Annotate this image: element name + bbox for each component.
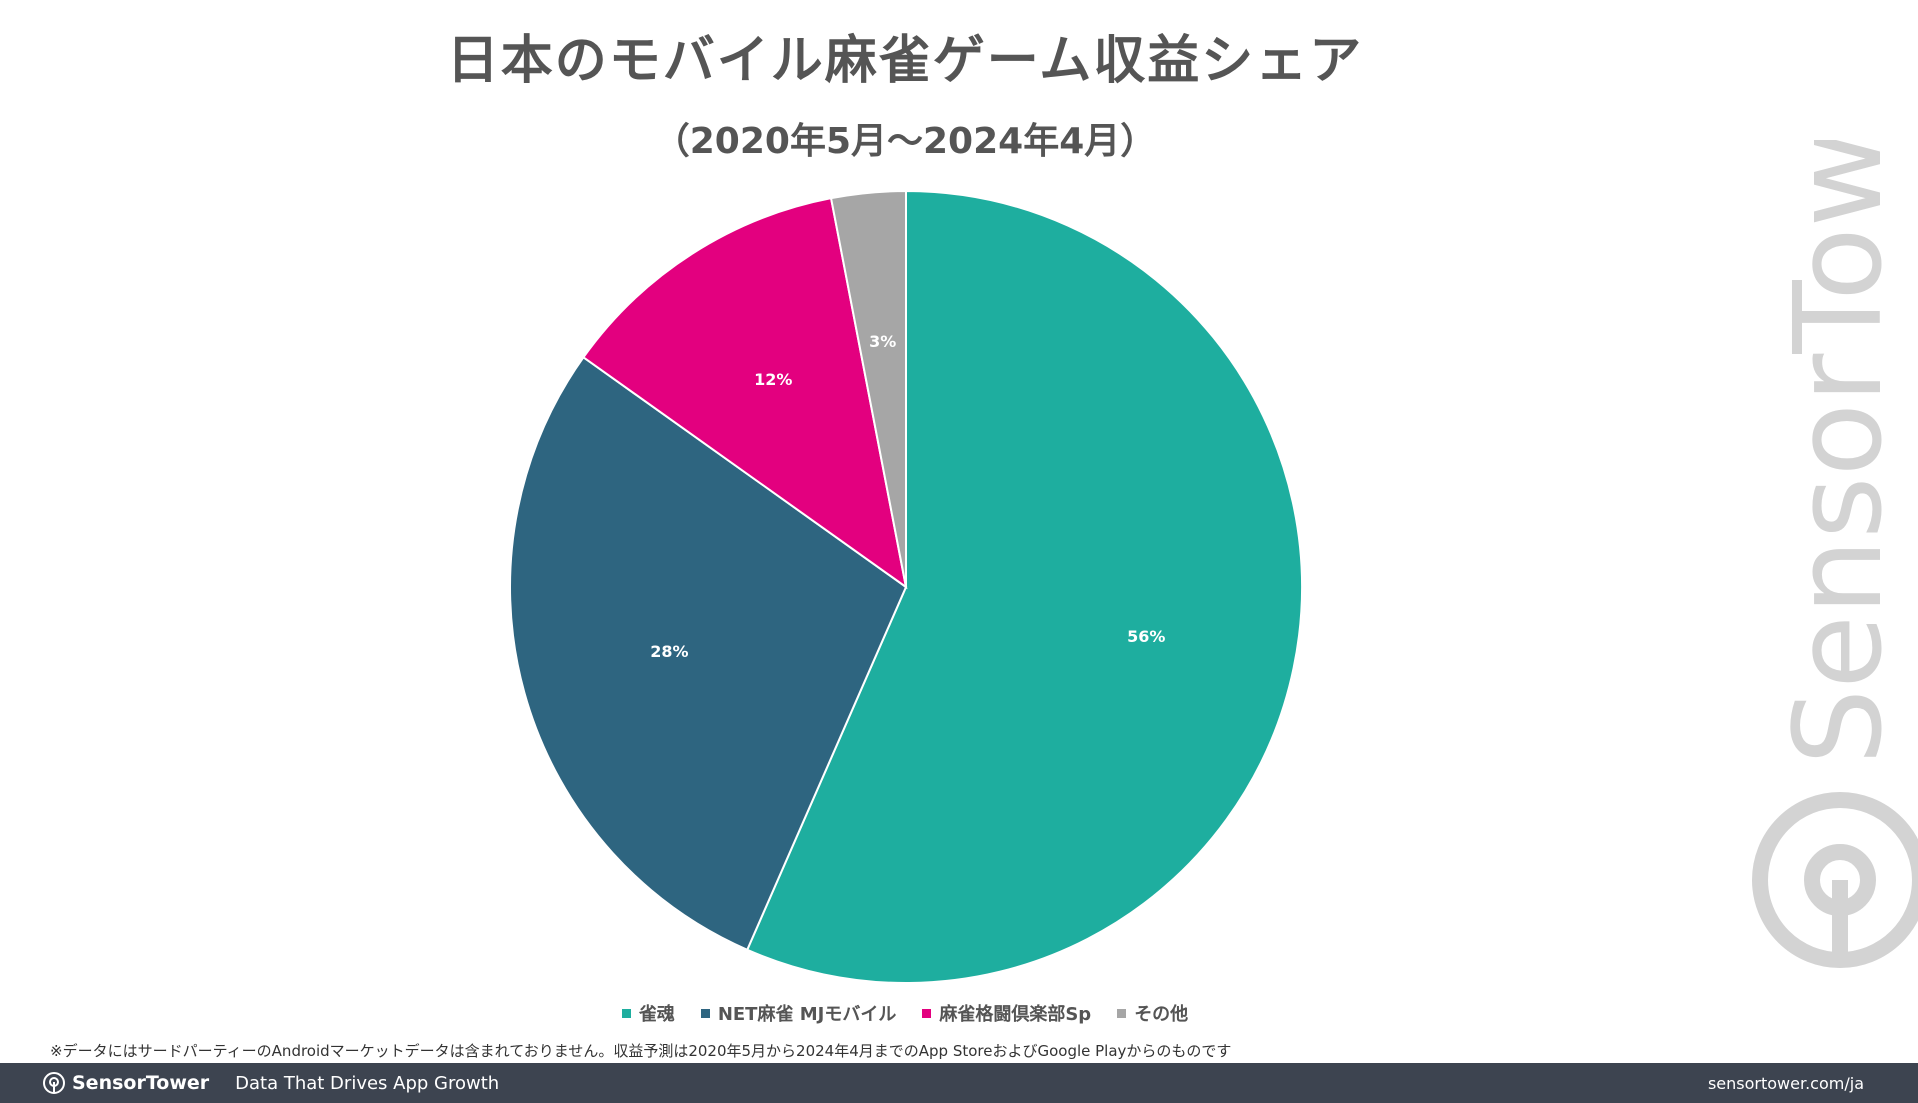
footer-logo[interactable]: SensorTower — [42, 1071, 209, 1095]
footer-url[interactable]: sensortower.com/ja — [1707, 1073, 1864, 1093]
slice-label-1: 28% — [650, 642, 688, 661]
pie-slices — [509, 189, 1303, 984]
legend-item-0: 雀魂 — [621, 1000, 675, 1026]
pie-slice-3 — [829, 189, 907, 588]
legend-label-2: 麻雀格闘倶楽部Sp — [939, 1004, 1092, 1025]
pie-slice-2 — [582, 196, 908, 590]
legend-item-2: 麻雀格闘倶楽部Sp — [922, 1000, 1091, 1026]
legend-label-3: その他 — [1134, 1004, 1189, 1025]
pie-slice-1 — [509, 355, 908, 952]
sensortower-watermark: SensorTower — [1752, 140, 1918, 968]
legend-swatch-2 — [922, 1008, 932, 1018]
chart-subtitle: （2020年5月〜2024年4月） — [653, 121, 1157, 162]
chart-title: 日本のモバイル麻雀ゲーム収益シェア — [446, 31, 1364, 91]
legend-swatch-0 — [621, 1008, 631, 1018]
legend-item-3: その他 — [1117, 1000, 1188, 1026]
watermark-logo-icon — [1752, 792, 1918, 968]
legend-swatch-3 — [1117, 1008, 1127, 1018]
footnote: ※データにはサードパーティーのAndroidマーケットデータは含まれておりません… — [50, 1042, 1232, 1060]
pie-labels: 56% 28% 12% 3% — [650, 332, 1165, 661]
footer-tagline: Data That Drives App Growth — [235, 1072, 500, 1094]
sensortower-logo-icon — [43, 1072, 65, 1094]
legend-label-0: 雀魂 — [638, 1004, 675, 1025]
footer-brand: SensorTower — [72, 1072, 210, 1094]
watermark-text: SensorTower — [1770, 140, 1909, 765]
legend-item-1: NET麻雀 MJモバイル — [700, 1000, 897, 1026]
slice-label-2: 12% — [754, 370, 792, 389]
pie-slice-0 — [745, 189, 1303, 984]
slice-label-0: 56% — [1127, 627, 1165, 646]
chart-legend: 雀魂 NET麻雀 MJモバイル 麻雀格闘倶楽部Sp その他 — [0, 1000, 1810, 1026]
legend-label-1: NET麻雀 MJモバイル — [717, 1004, 897, 1025]
legend-swatch-1 — [700, 1008, 710, 1018]
slice-label-3: 3% — [869, 332, 896, 351]
footer-bar: SensorTower Data That Drives App Growth … — [0, 1063, 1918, 1103]
